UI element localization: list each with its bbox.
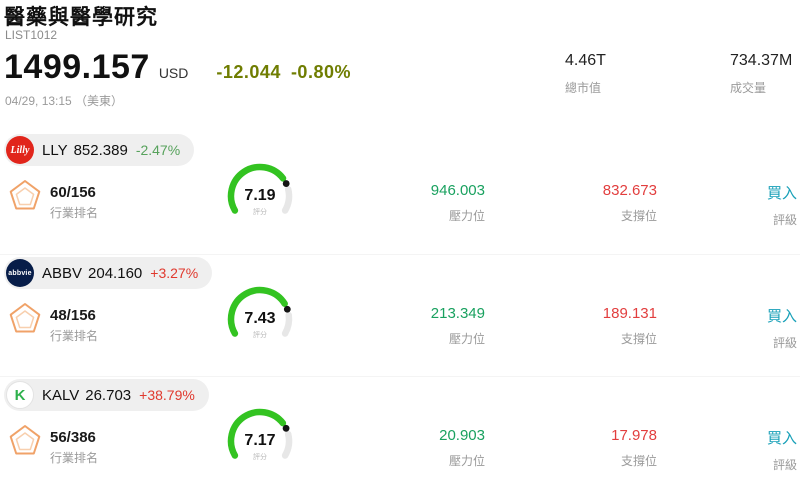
score-value: 7.19 [244, 187, 276, 204]
volume-label: 成交量 [730, 81, 767, 95]
score-label: 評分 [253, 209, 267, 216]
rating-value[interactable]: 買入 [766, 430, 797, 447]
resistance-label: 壓力位 [448, 209, 485, 223]
kalv-logo-icon: K [6, 381, 34, 409]
market-cap-label: 總市值 [565, 81, 602, 95]
resistance-label: 壓力位 [448, 332, 485, 346]
stock-price: 852.389 [73, 141, 128, 159]
support-label: 支撐位 [620, 332, 657, 346]
ticker: LLY [42, 141, 68, 159]
abbv-logo-icon: abbvie [6, 259, 34, 287]
stock-chip-lly[interactable]: Lilly LLY 852.389 -2.47% [4, 134, 195, 166]
support-label: 支撐位 [620, 209, 657, 223]
stock-change-pct: -2.47% [135, 142, 181, 158]
support-block: 17.978 支撐位 [502, 427, 657, 469]
stock-row-lly[interactable]: Lilly LLY 852.389 -2.47% 60/156 行業排名 7.1… [0, 132, 800, 254]
score-gauge: 7.43 評分 [222, 285, 298, 357]
resistance-block: 20.903 壓力位 [330, 427, 485, 469]
rating-value[interactable]: 買入 [766, 185, 797, 202]
stock-price: 26.703 [85, 386, 132, 404]
stock-row-kalv[interactable]: K KALV 26.703 +38.79% 56/386 行業排名 7.17 評… [0, 376, 800, 499]
ticker: KALV [42, 386, 80, 404]
score-gauge: 7.19 評分 [222, 162, 298, 234]
volume-value: 734.37M [730, 52, 793, 69]
score-label: 評分 [253, 332, 267, 339]
industry-rank-value: 48/156 [50, 307, 96, 324]
stock-chip-abbv[interactable]: abbvie ABBV 204.160 +3.27% [4, 257, 213, 289]
quote-timestamp: 04/29, 13:15 （美東） [5, 94, 124, 108]
industry-rank-pentagon-icon [8, 423, 42, 461]
industry-rank-label: 行業排名 [50, 451, 99, 465]
index-change-pct: -0.80% [290, 62, 351, 82]
industry-rank-pentagon-icon [8, 301, 42, 339]
volume-stat: 734.37M 成交量 [730, 52, 792, 96]
support-label: 支撐位 [620, 454, 657, 468]
score-value: 7.43 [244, 310, 276, 327]
resistance-block: 213.349 壓力位 [330, 305, 485, 347]
list-id: LIST1012 [5, 28, 58, 42]
support-value: 832.673 [602, 182, 657, 199]
score-value: 7.17 [244, 432, 276, 449]
resistance-value: 946.003 [430, 182, 485, 199]
stock-change-pct: +38.79% [139, 387, 195, 403]
industry-rank-value: 56/386 [50, 429, 96, 446]
index-price-row: 1499.157 USD -12.044 -0.80% [4, 48, 361, 87]
industry-rank-label: 行業排名 [50, 206, 99, 220]
rating-block[interactable]: 買入 評級 [647, 182, 797, 228]
rating-label: 評級 [772, 336, 797, 350]
support-block: 189.131 支撐位 [502, 305, 657, 347]
index-change: -12.044 -0.80% [216, 62, 361, 83]
score-gauge: 7.17 評分 [222, 407, 298, 479]
lly-logo-icon: Lilly [6, 136, 34, 164]
page-title: 醫藥與醫學研究 [4, 6, 158, 29]
resistance-block: 946.003 壓力位 [330, 182, 485, 224]
resistance-value: 20.903 [439, 427, 485, 444]
rating-label: 評級 [772, 213, 797, 227]
resistance-value: 213.349 [430, 305, 485, 322]
rating-label: 評級 [772, 458, 797, 472]
industry-rank-pentagon-icon [8, 178, 42, 216]
support-value: 189.131 [602, 305, 657, 322]
support-value: 17.978 [611, 427, 657, 444]
rating-block[interactable]: 買入 評級 [647, 305, 797, 351]
industry-rank-value: 60/156 [50, 184, 96, 201]
stock-change-pct: +3.27% [150, 265, 199, 281]
stock-row-abbv[interactable]: abbvie ABBV 204.160 +3.27% 48/156 行業排名 7… [0, 254, 800, 377]
market-cap-value: 4.46T [565, 52, 606, 69]
score-label: 評分 [253, 454, 267, 461]
market-cap-stat: 4.46T 總市值 [565, 52, 606, 96]
currency-label: USD [158, 65, 189, 81]
index-change-value: -12.044 [216, 62, 281, 82]
resistance-label: 壓力位 [448, 454, 485, 468]
rating-block[interactable]: 買入 評級 [647, 427, 797, 473]
index-price: 1499.157 [4, 48, 150, 86]
stock-price: 204.160 [88, 264, 143, 282]
support-block: 832.673 支撐位 [502, 182, 657, 224]
industry-rank-label: 行業排名 [50, 329, 99, 343]
ticker: ABBV [42, 264, 83, 282]
rating-value[interactable]: 買入 [766, 308, 797, 325]
stock-chip-kalv[interactable]: K KALV 26.703 +38.79% [4, 379, 209, 411]
